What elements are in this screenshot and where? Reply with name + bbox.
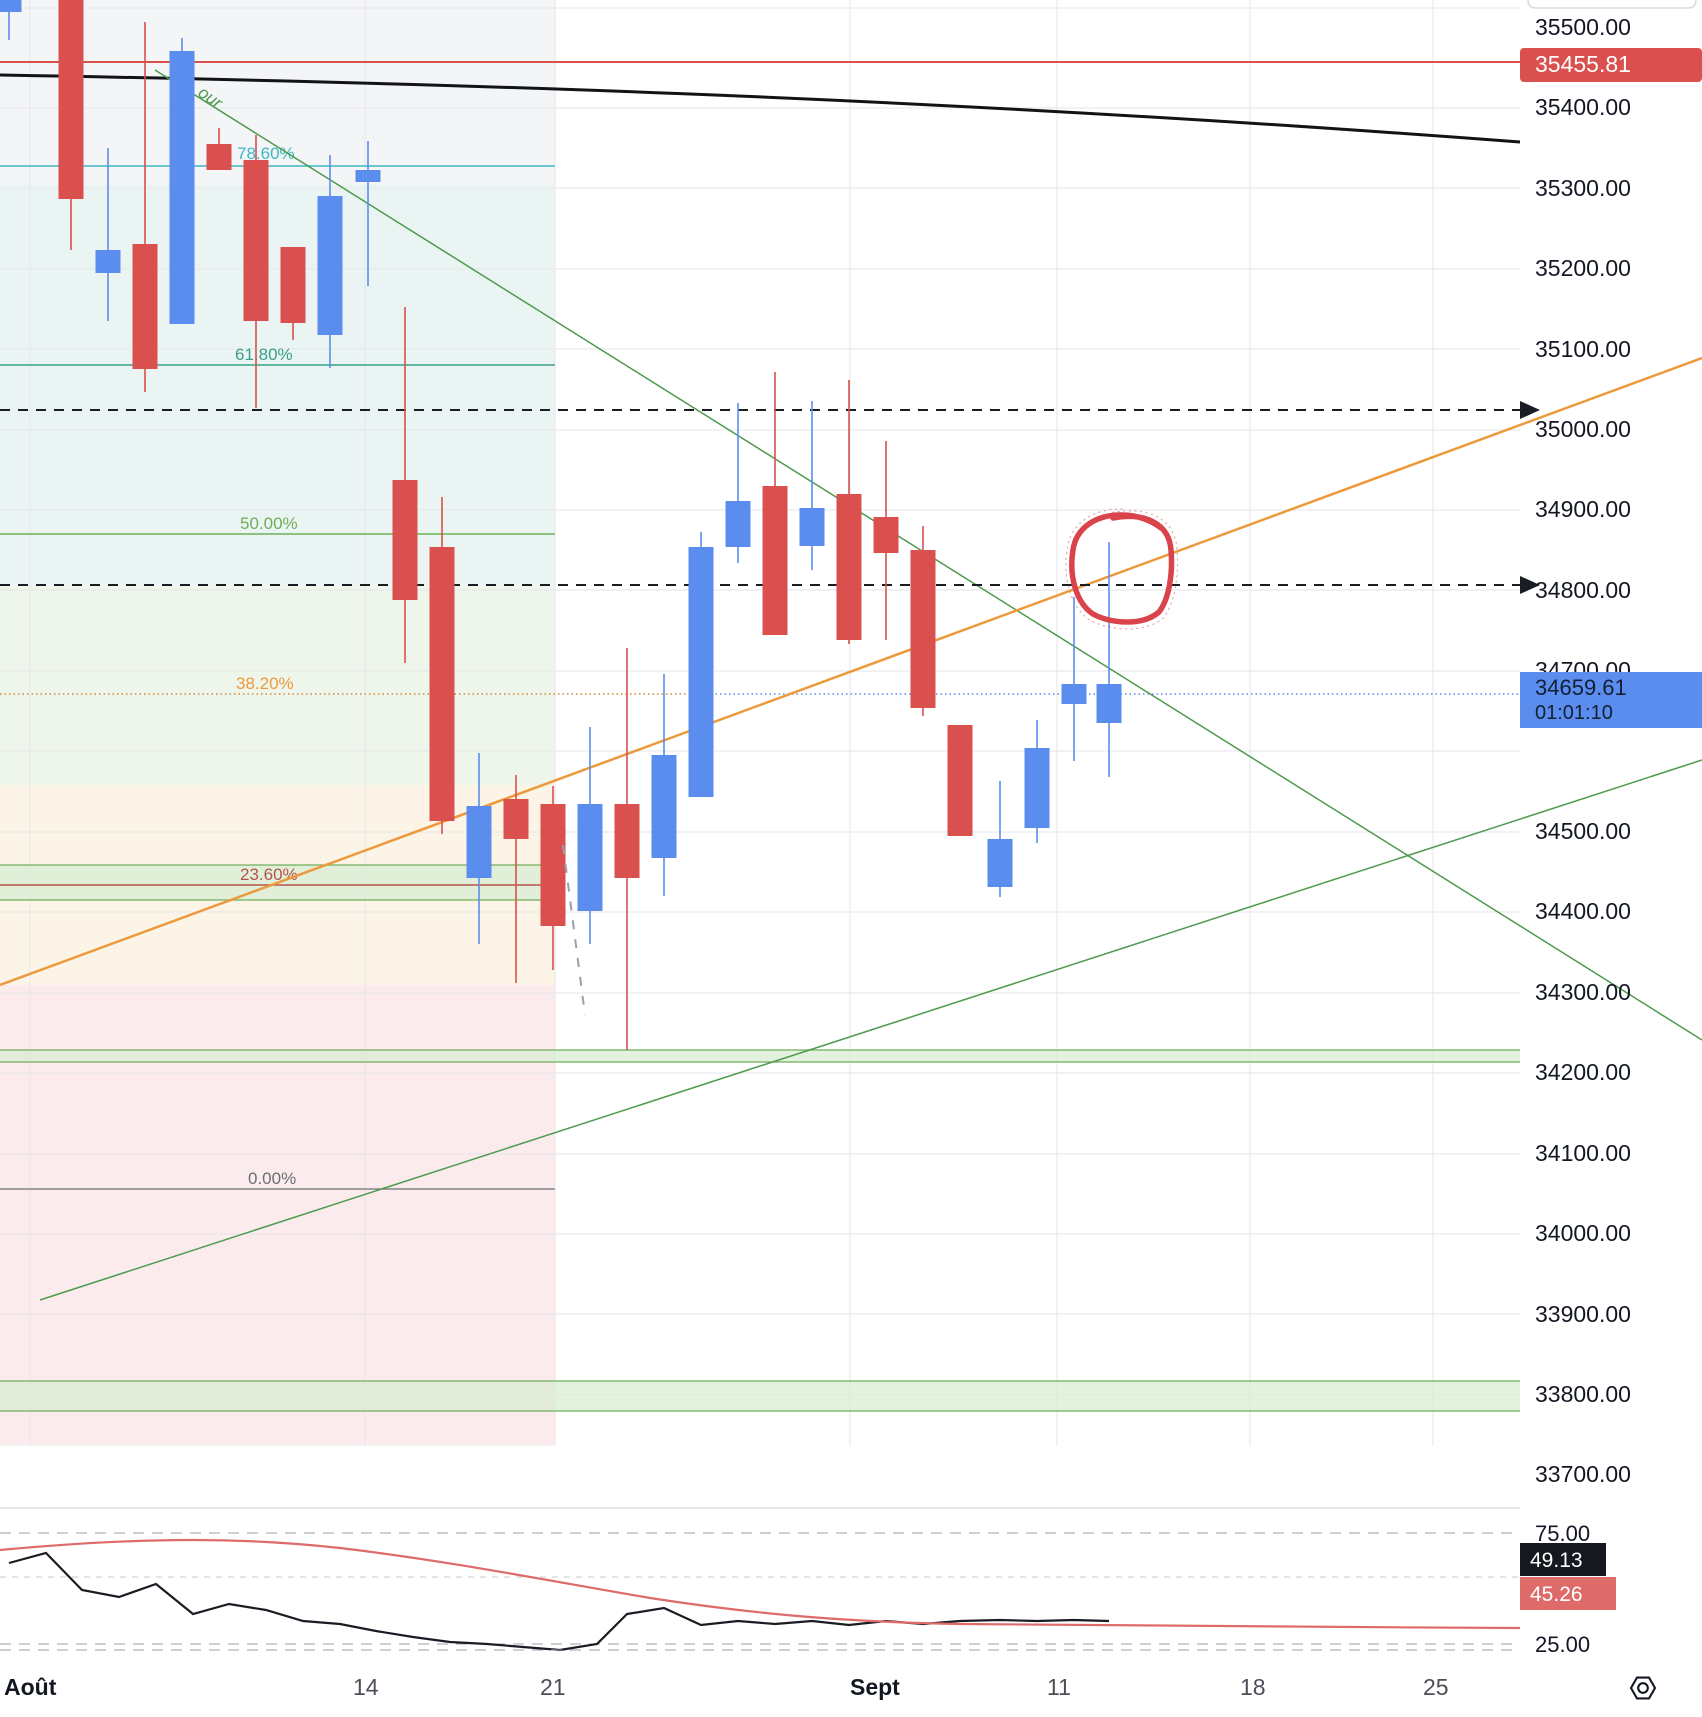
svg-text:14: 14 xyxy=(353,1674,379,1700)
svg-text:34100.00: 34100.00 xyxy=(1535,1140,1631,1166)
svg-text:33900.00: 33900.00 xyxy=(1535,1301,1631,1327)
svg-text:01:01:10: 01:01:10 xyxy=(1535,702,1613,724)
svg-text:35455.81: 35455.81 xyxy=(1535,51,1631,77)
svg-text:33700.00: 33700.00 xyxy=(1535,1461,1631,1487)
svg-text:34659.61: 34659.61 xyxy=(1535,675,1627,700)
svg-text:Sept: Sept xyxy=(850,1674,900,1700)
svg-text:Août: Août xyxy=(4,1674,57,1700)
svg-text:38.20%: 38.20% xyxy=(236,674,294,693)
svg-text:11: 11 xyxy=(1047,1674,1071,1700)
svg-text:23.60%: 23.60% xyxy=(240,865,298,884)
svg-text:0.00%: 0.00% xyxy=(248,1169,296,1188)
svg-text:18: 18 xyxy=(1240,1674,1266,1700)
svg-text:35100.00: 35100.00 xyxy=(1535,336,1631,362)
svg-text:34400.00: 34400.00 xyxy=(1535,898,1631,924)
svg-text:34900.00: 34900.00 xyxy=(1535,496,1631,522)
svg-text:34500.00: 34500.00 xyxy=(1535,818,1631,844)
svg-text:25: 25 xyxy=(1423,1674,1449,1700)
svg-text:34300.00: 34300.00 xyxy=(1535,979,1631,1005)
svg-text:45.26: 45.26 xyxy=(1530,1583,1583,1606)
svg-text:35300.00: 35300.00 xyxy=(1535,175,1631,201)
svg-text:34200.00: 34200.00 xyxy=(1535,1059,1631,1085)
svg-text:34800.00: 34800.00 xyxy=(1535,577,1631,603)
svg-text:49.13: 49.13 xyxy=(1530,1549,1583,1572)
svg-text:50.00%: 50.00% xyxy=(240,514,298,533)
svg-text:25.00: 25.00 xyxy=(1535,1632,1590,1657)
svg-text:35500.00: 35500.00 xyxy=(1535,14,1631,40)
svg-text:75.00: 75.00 xyxy=(1535,1521,1590,1546)
svg-text:34000.00: 34000.00 xyxy=(1535,1220,1631,1246)
svg-text:35400.00: 35400.00 xyxy=(1535,94,1631,120)
svg-text:35000.00: 35000.00 xyxy=(1535,416,1631,442)
svg-text:61.80%: 61.80% xyxy=(235,345,293,364)
svg-text:21: 21 xyxy=(540,1674,566,1700)
svg-text:33800.00: 33800.00 xyxy=(1535,1381,1631,1407)
svg-text:35200.00: 35200.00 xyxy=(1535,255,1631,281)
